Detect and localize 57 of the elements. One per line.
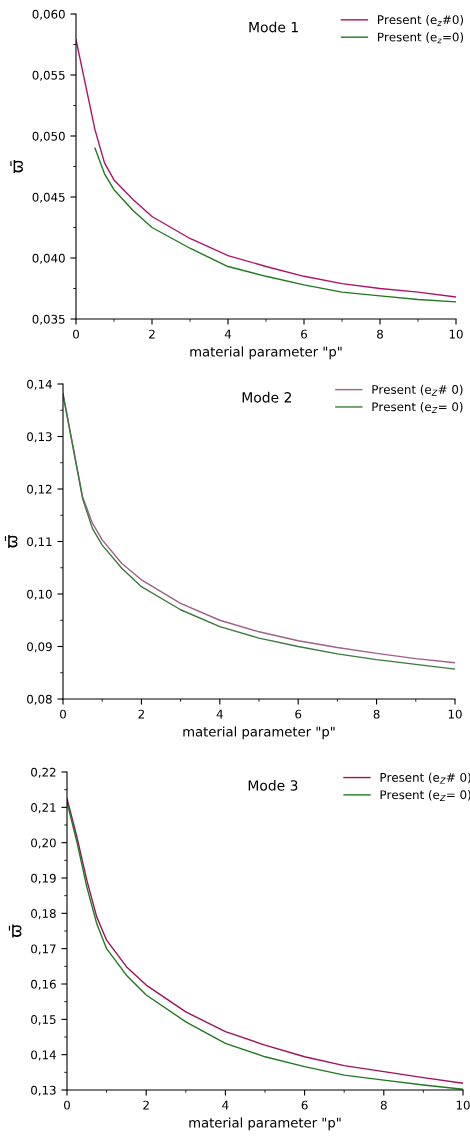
- x-tick-label: 10: [449, 329, 463, 339]
- y-tick-label: 0,19: [31, 873, 56, 884]
- chart-title: Mode 1: [249, 21, 298, 33]
- y-tick-label: 0,18: [31, 909, 56, 920]
- x-tick-label: 10: [456, 1100, 470, 1110]
- y-axis-title: ϖ̄: [4, 535, 18, 548]
- legend-label: Present (e$_{Z}$# 0): [372, 384, 463, 396]
- y-tick-label: 0,040: [32, 253, 65, 264]
- y-tick-label: 0,055: [32, 70, 65, 81]
- x-tick-label: 0: [64, 1100, 70, 1110]
- y-tick-label: 0,050: [32, 131, 65, 142]
- y-tick-label: 0,12: [27, 484, 52, 495]
- x-tick-label: 10: [448, 709, 462, 719]
- y-tick-label: 0,045: [32, 192, 65, 203]
- x-tick-label: 0: [60, 709, 66, 719]
- x-tick-label: 4: [216, 709, 223, 719]
- x-tick-label: 6: [295, 709, 302, 719]
- y-tick-label: 0,10: [27, 589, 52, 600]
- x-tick-label: 4: [222, 1100, 229, 1110]
- x-axis-title: material parameter "p": [183, 726, 335, 740]
- legend-label: Present (e$_{Z}$= 0): [380, 790, 470, 801]
- line-series: [94, 147, 456, 303]
- y-tick-label: 0,20: [31, 838, 56, 849]
- x-tick-label: 6: [301, 329, 308, 339]
- chart-title: Mode 2: [242, 391, 291, 403]
- y-tick-label: 0,09: [27, 642, 52, 653]
- x-tick-label: 2: [143, 1100, 149, 1110]
- y-axis-title: ϖ̄: [8, 924, 22, 938]
- x-tick-label: 4: [224, 329, 232, 339]
- y-tick-label: 0,15: [31, 1015, 56, 1026]
- legend-label: Present (e$_{Z}$# 0): [380, 772, 470, 784]
- x-tick-label: 2: [149, 329, 155, 339]
- x-axis-title: material parameter "p": [190, 346, 342, 360]
- legend-label: Present (e$_{z}$=0): [378, 32, 464, 44]
- x-tick-label: 8: [377, 329, 383, 339]
- legend-label: Present (e$_{z}$#0): [378, 14, 464, 26]
- y-tick-label: 0,17: [31, 944, 56, 955]
- y-tick-label: 0,21: [31, 803, 56, 814]
- x-tick-label: 8: [373, 709, 380, 719]
- y-tick-label: 0,22: [31, 767, 56, 778]
- x-tick-label: 0: [73, 329, 79, 339]
- y-tick-label: 0,14: [27, 379, 52, 390]
- y-tick-label: 0,11: [27, 537, 52, 548]
- y-tick-label: 0,16: [31, 979, 56, 990]
- legend-label: Present (e$_{Z}$= 0): [372, 402, 463, 413]
- y-tick-label: 0,13: [31, 1085, 56, 1096]
- x-tick-label: 2: [138, 709, 144, 719]
- x-axis-title: material parameter "p": [189, 1117, 341, 1131]
- x-tick-label: 6: [301, 1100, 308, 1110]
- y-tick-label: 0,035: [32, 314, 65, 325]
- y-tick-label: 0,13: [27, 432, 52, 443]
- y-tick-label: 0,14: [31, 1050, 56, 1061]
- chart-title: Mode 3: [248, 779, 298, 791]
- x-tick-label: 8: [380, 1100, 387, 1110]
- y-tick-label: 0,060: [32, 9, 65, 20]
- y-tick-label: 0,08: [27, 694, 52, 705]
- y-axis-title: ϖ̄: [10, 160, 23, 173]
